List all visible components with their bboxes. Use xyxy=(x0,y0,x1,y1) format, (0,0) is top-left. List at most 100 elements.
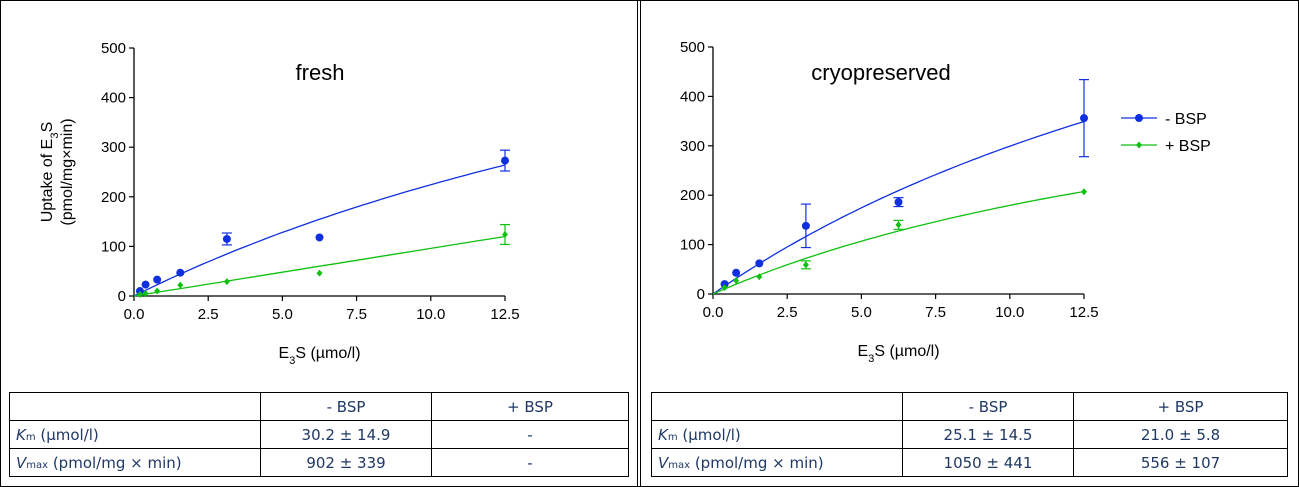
x-tick-label: 0.0 xyxy=(124,306,145,323)
table-row-label: Km (µmol/l) xyxy=(651,420,903,449)
data-point-minus-bsp xyxy=(153,275,162,284)
data-point-plus-bsp xyxy=(142,290,149,298)
data-point-minus-bsp xyxy=(1080,114,1088,123)
param-subscript: m xyxy=(667,431,678,443)
data-point-minus-bsp xyxy=(222,234,231,243)
param-subscript: m xyxy=(25,431,36,443)
data-point-minus-bsp xyxy=(501,156,509,165)
data-point-minus-bsp xyxy=(732,268,741,277)
data-point-plus-bsp xyxy=(154,287,161,295)
x-axis-label: E3S (µmo/l) xyxy=(278,345,360,367)
param-unit: (µmol/l) xyxy=(677,425,741,444)
table-row-label: Km (µmol/l) xyxy=(9,420,261,449)
param-unit: (pmol/mg × min) xyxy=(48,453,182,472)
table-header-cell xyxy=(9,392,261,421)
table-row: Km (µmol/l) 25.1 ± 14.5 21.0 ± 5.8 xyxy=(651,420,1288,449)
data-point-minus-bsp xyxy=(176,268,185,277)
fit-curve-minus-bsp xyxy=(133,164,506,297)
chart-title: cryopreserved xyxy=(811,60,950,85)
kinetics-table-cryopreserved: - BSP + BSP Km (µmol/l) 25.1 ± 14.5 21.0… xyxy=(651,392,1288,477)
table-header-row: - BSP + BSP xyxy=(9,392,629,421)
data-point-plus-bsp xyxy=(1081,188,1087,196)
table-cell: 30.2 ± 14.9 xyxy=(260,420,432,449)
fit-curve-minus-bsp xyxy=(712,120,1085,295)
param-subscript: max xyxy=(26,459,49,471)
param-unit: (µmol/l) xyxy=(35,425,99,444)
y-tick-label: 300 xyxy=(680,138,705,155)
y-tick-label: 0 xyxy=(697,286,705,303)
table-header-cell xyxy=(651,392,903,421)
param-symbol: K xyxy=(16,425,26,444)
y-tick-label: 100 xyxy=(680,237,705,254)
table-cell: 21.0 ± 5.8 xyxy=(1073,420,1288,449)
data-point-minus-bsp xyxy=(894,198,903,207)
data-point-plus-bsp xyxy=(721,284,728,292)
table-cell: 902 ± 339 xyxy=(260,448,432,477)
fit-curve-plus-bsp xyxy=(133,235,506,297)
x-tick-label: 12.5 xyxy=(1069,304,1098,321)
y-tick-label: 400 xyxy=(101,90,126,107)
legend-label: + BSP xyxy=(1165,138,1211,155)
y-tick-label: 100 xyxy=(101,238,126,255)
y-axis-label: (pmol/mg×min) xyxy=(59,118,76,225)
data-point-minus-bsp xyxy=(141,280,150,289)
x-tick-label: 0.0 xyxy=(703,304,724,321)
x-tick-label: 10.0 xyxy=(995,304,1024,321)
x-tick-label: 10.0 xyxy=(416,306,445,323)
panel-divider xyxy=(640,0,641,487)
x-tick-label: 2.5 xyxy=(777,304,798,321)
x-tick-label: 5.0 xyxy=(851,304,872,321)
y-axis-label: Uptake of E3S xyxy=(39,122,61,223)
data-point-plus-bsp xyxy=(502,230,508,238)
table-header-cell: - BSP xyxy=(260,392,432,421)
data-point-plus-bsp xyxy=(136,291,143,299)
panel-divider xyxy=(637,0,638,487)
param-symbol: V xyxy=(16,453,27,472)
x-tick-label: 2.5 xyxy=(198,306,219,323)
table-header-cell: + BSP xyxy=(431,392,629,421)
table-row-label: Vmax (pmol/mg × min) xyxy=(651,448,903,477)
fit-curve-plus-bsp xyxy=(712,190,1085,295)
chart-cryopreserved: 0 100 200 300 400 500 0.0 2.5 5.0 7.5 10.0 12.5 cryo… xyxy=(680,39,1211,365)
subscript: 3 xyxy=(868,353,874,365)
param-symbol: V xyxy=(658,453,669,472)
subscript: 3 xyxy=(49,132,61,138)
table-header-cell: + BSP xyxy=(1073,392,1288,421)
table-row-label: Vmax (pmol/mg × min) xyxy=(9,448,261,477)
param-unit: (pmol/mg × min) xyxy=(690,453,824,472)
table-cell: 556 ± 107 xyxy=(1073,448,1288,477)
data-point-minus-bsp xyxy=(315,233,324,242)
x-tick-label: 7.5 xyxy=(925,304,946,321)
param-subscript: max xyxy=(668,459,691,471)
y-tick-label: 500 xyxy=(101,40,126,57)
table-row: Km (µmol/l) 30.2 ± 14.9 - xyxy=(9,420,629,449)
table-cell: 25.1 ± 14.5 xyxy=(902,420,1074,449)
x-tick-label: 5.0 xyxy=(272,306,293,323)
table-header-row: - BSP + BSP xyxy=(651,392,1288,421)
data-point-minus-bsp xyxy=(801,221,810,230)
chart-title: fresh xyxy=(296,60,345,85)
data-point-plus-bsp xyxy=(756,273,763,281)
x-axis-label: E3S (µmo/l) xyxy=(857,343,939,365)
chart-fresh: 0 100 200 300 400 500 0.0 2.5 5.0 7.5 10.0 12.5 fres… xyxy=(39,40,520,367)
data-point-minus-bsp xyxy=(755,259,764,268)
data-point-plus-bsp xyxy=(223,278,230,286)
y-tick-label: 500 xyxy=(680,39,705,56)
legend-label: - BSP xyxy=(1165,111,1207,128)
x-tick-label: 12.5 xyxy=(490,306,519,323)
table-header-cell: - BSP xyxy=(902,392,1074,421)
y-tick-label: 300 xyxy=(101,139,126,156)
table-row: Vmax (pmol/mg × min) 1050 ± 441 556 ± 10… xyxy=(651,448,1288,477)
table-cell: - xyxy=(431,448,629,477)
y-tick-label: 400 xyxy=(680,88,705,105)
data-point-plus-bsp xyxy=(802,261,809,269)
table-row: Vmax (pmol/mg × min) 902 ± 339 - xyxy=(9,448,629,477)
data-point-plus-bsp xyxy=(733,277,740,285)
x-tick-label: 7.5 xyxy=(346,306,367,323)
data-point-plus-bsp xyxy=(895,221,902,229)
kinetics-table-fresh: - BSP + BSP Km (µmol/l) 30.2 ± 14.9 - Vm… xyxy=(9,392,629,477)
legend-marker xyxy=(1136,141,1142,149)
y-tick-label: 200 xyxy=(680,187,705,204)
param-symbol: K xyxy=(658,425,668,444)
data-point-plus-bsp xyxy=(316,269,323,277)
